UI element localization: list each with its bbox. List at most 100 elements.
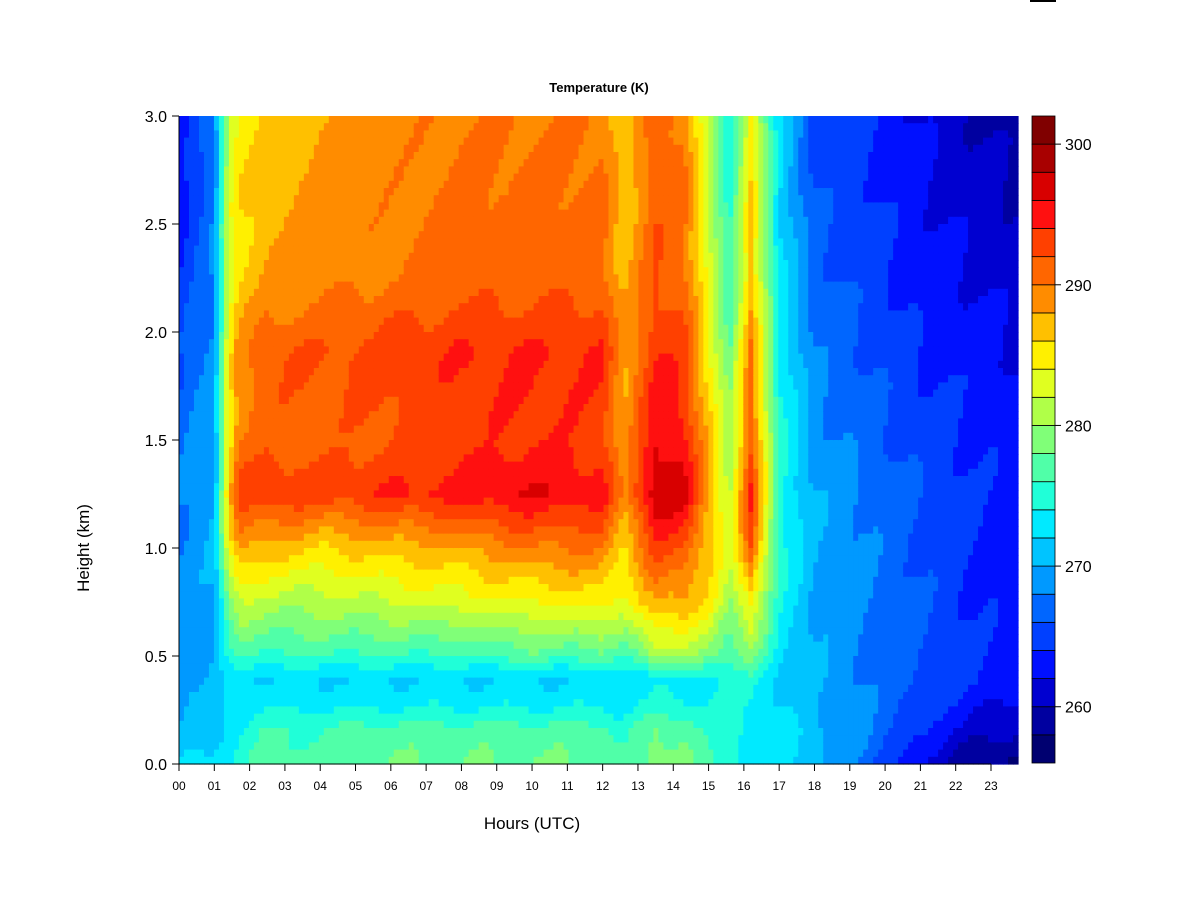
heatmap-cell (353, 267, 360, 275)
heatmap-cell (343, 699, 350, 707)
heatmap-cell (223, 670, 230, 679)
heatmap-cell (433, 742, 440, 751)
heatmap-cell (233, 692, 240, 700)
heatmap-cell (298, 209, 305, 218)
heatmap-cell (443, 692, 450, 700)
heatmap-cell (283, 339, 290, 347)
heatmap-cell (368, 404, 375, 412)
heatmap-cell (363, 404, 370, 412)
heatmap-cell (318, 454, 325, 463)
heatmap-cell (193, 346, 200, 355)
heatmap-cell (403, 238, 410, 247)
heatmap-cell (188, 461, 195, 470)
heatmap-cell (338, 634, 345, 643)
heatmap-cell (208, 699, 215, 707)
heatmap-cell (438, 454, 445, 463)
heatmap-cell (323, 411, 330, 419)
heatmap-cell (348, 353, 355, 362)
heatmap-cell (383, 188, 390, 196)
heatmap-cell (258, 346, 265, 355)
heatmap-cell (288, 116, 295, 124)
heatmap-cell (228, 339, 235, 347)
heatmap-cell (388, 137, 395, 146)
heatmap-cell (283, 490, 290, 499)
heatmap-cell (408, 360, 415, 369)
heatmap-cell (288, 605, 295, 614)
heatmap-cell (253, 123, 260, 131)
heatmap-cell (253, 555, 260, 563)
heatmap-cell (218, 756, 225, 765)
heatmap-cell (278, 180, 285, 189)
heatmap-cell (323, 209, 330, 218)
heatmap-cell (179, 152, 185, 160)
heatmap-cell (388, 591, 395, 599)
heatmap-cell (263, 152, 270, 160)
heatmap-cell (428, 591, 435, 599)
heatmap-cell (288, 468, 295, 477)
heatmap-cell (378, 670, 385, 679)
heatmap-cell (258, 634, 265, 643)
heatmap-cell (273, 656, 280, 664)
heatmap-cell (233, 605, 240, 614)
heatmap-cell (278, 360, 285, 369)
heatmap-cell (363, 620, 370, 628)
heatmap-cell (258, 555, 265, 563)
heatmap-cell (383, 512, 390, 520)
heatmap-cell (208, 512, 215, 520)
heatmap-cell (383, 555, 390, 563)
heatmap-cell (278, 713, 285, 722)
heatmap-cell (273, 159, 280, 167)
heatmap-cell (438, 418, 445, 427)
heatmap-cell (343, 166, 350, 175)
heatmap-cell (308, 324, 315, 333)
heatmap-cell (373, 281, 380, 290)
heatmap-cell (298, 454, 305, 463)
heatmap-cell (428, 382, 435, 391)
heatmap-cell (243, 224, 250, 232)
heatmap-cell (448, 461, 455, 470)
heatmap-cell (418, 166, 425, 175)
heatmap-cell (303, 159, 310, 167)
heatmap-cell (223, 497, 230, 506)
heatmap-cell (413, 483, 420, 491)
heatmap-cell (243, 562, 250, 571)
heatmap-cell (298, 620, 305, 628)
heatmap-cell (273, 699, 280, 707)
heatmap-cell (398, 641, 405, 650)
heatmap-cell (373, 627, 380, 635)
heatmap-cell (223, 274, 230, 283)
heatmap-cell (308, 720, 315, 729)
heatmap-cell (368, 310, 375, 319)
heatmap-cell (308, 742, 315, 751)
heatmap-cell (203, 612, 210, 621)
heatmap-cell (448, 375, 455, 383)
heatmap-cell (293, 742, 300, 751)
heatmap-cell (323, 605, 330, 614)
heatmap-cell (353, 152, 360, 160)
heatmap-cell (408, 648, 415, 657)
heatmap-cell (238, 519, 245, 527)
heatmap-cell (298, 238, 305, 247)
heatmap-cell (428, 411, 435, 419)
heatmap-cell (213, 483, 220, 491)
heatmap-cell (433, 144, 440, 153)
heatmap-cell (413, 476, 420, 484)
heatmap-cell (398, 497, 405, 506)
heatmap-cell (283, 260, 290, 268)
heatmap-cell (413, 173, 420, 182)
heatmap-cell (223, 353, 230, 362)
heatmap-cell (288, 526, 295, 535)
heatmap-cell (243, 447, 250, 455)
heatmap-cell (343, 224, 350, 232)
heatmap-cell (338, 706, 345, 715)
heatmap-cell (258, 137, 265, 146)
heatmap-cell (423, 454, 430, 463)
heatmap-cell (243, 418, 250, 427)
heatmap-cell (363, 540, 370, 549)
heatmap-cell (443, 656, 450, 664)
heatmap-cell (423, 195, 430, 203)
heatmap-cell (348, 180, 355, 189)
heatmap-cell (313, 591, 320, 599)
heatmap-cell (223, 706, 230, 715)
heatmap-cell (408, 540, 415, 549)
